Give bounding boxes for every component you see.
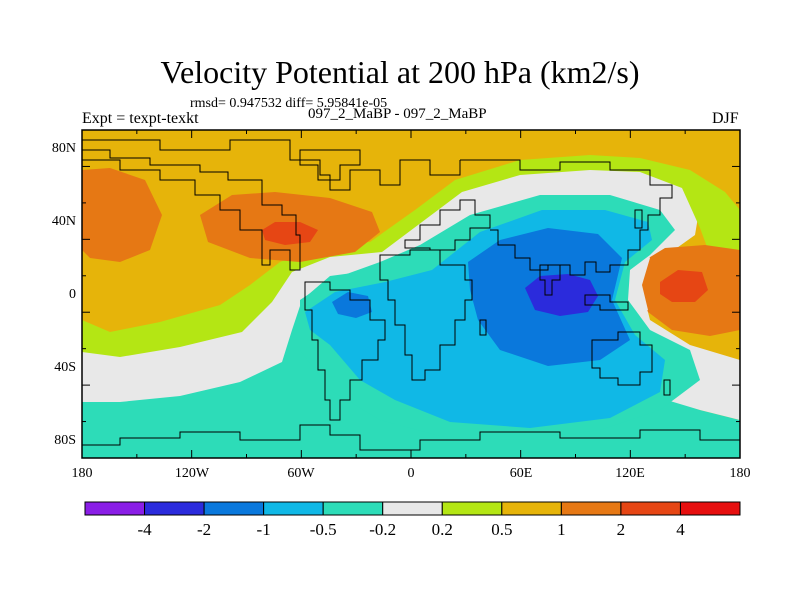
- colorbar-swatch: [441, 501, 503, 516]
- lon-label-60w: 60W: [287, 466, 315, 481]
- colorbar-label: -0.5: [309, 520, 337, 539]
- lon-label-120e: 120E: [615, 466, 645, 481]
- stats-line: rmsd= 0.947532 diff= 5.95841e-05: [190, 96, 388, 111]
- colorbar-swatch: [144, 501, 205, 516]
- colorbar-swatch: [679, 501, 741, 516]
- field-region-neg2-neg1-west: [332, 292, 372, 318]
- coastline-south-america: [304, 281, 386, 421]
- colorbar: [84, 501, 741, 516]
- field-region-p2-p4-east: [660, 270, 708, 302]
- colorbar-label: -2: [196, 520, 212, 539]
- colorbar-label: 0.2: [431, 520, 453, 539]
- lat-label-0: 0: [69, 287, 76, 302]
- coastline-india: [539, 264, 561, 296]
- lat-label-80s: 80S: [54, 433, 76, 448]
- colorbar-swatch: [203, 501, 265, 516]
- coastline-greenland: [299, 149, 361, 181]
- colorbar-swatch: [263, 501, 324, 516]
- lat-label-80n: 80N: [51, 141, 76, 156]
- colorbar-swatch: [322, 501, 384, 516]
- coastline-new-zealand: [663, 379, 671, 396]
- field-region-p1-p2-west: [82, 168, 162, 262]
- coastline-arctic: [82, 139, 461, 191]
- axis-ticks: [81, 129, 741, 459]
- season-label: DJF: [712, 110, 739, 127]
- experiment-label: Expt = texpt-texkt: [82, 110, 199, 127]
- velocity-potential-field: [82, 130, 740, 458]
- coastline-africa: [379, 249, 473, 381]
- lon-label-180e: 180: [729, 466, 751, 481]
- coastline-europe: [404, 199, 491, 251]
- colorbar-swatch: [382, 501, 443, 516]
- colorbar-label: -4: [137, 520, 152, 539]
- colorbar-label: 2: [616, 520, 626, 539]
- runs-label: 097_2_MaBP - 097_2_MaBP: [308, 106, 487, 122]
- coastline-madagascar: [479, 319, 487, 336]
- coastline-indonesia: [584, 294, 629, 311]
- colorbar-swatch: [501, 501, 562, 516]
- colorbar-swatch: [560, 501, 622, 516]
- plot-title: Velocity Potential at 200 hPa (km2/s): [160, 54, 640, 90]
- field-region-lt-neg2: [525, 274, 598, 316]
- lon-label-0: 0: [407, 466, 415, 481]
- colorbar-label: 1: [557, 520, 566, 539]
- colorbar-label: -1: [256, 520, 271, 539]
- coastline-antarctica: [82, 424, 740, 451]
- colorbar-swatch: [620, 501, 681, 516]
- coastline-north-america: [82, 149, 301, 271]
- lat-label-40n: 40N: [51, 214, 76, 229]
- field-region-p2-p4-atlantic: [262, 222, 318, 245]
- colorbar-label: -0.2: [369, 520, 397, 539]
- coastlines: [82, 139, 740, 451]
- lon-label-180w: 180: [71, 466, 93, 481]
- lat-label-40s: 40S: [54, 360, 76, 375]
- coastline-japan: [634, 209, 643, 229]
- field-region-p02-p05: [82, 155, 740, 357]
- lon-label-60e: 60E: [509, 466, 533, 481]
- colorbar-label: 0.5: [491, 520, 513, 539]
- colorbar-swatch: [84, 501, 146, 516]
- coastline-asia: [460, 159, 673, 276]
- colorbar-label: 4: [676, 520, 685, 539]
- coastline-australia: [591, 331, 653, 386]
- lon-label-120w: 120W: [174, 466, 210, 481]
